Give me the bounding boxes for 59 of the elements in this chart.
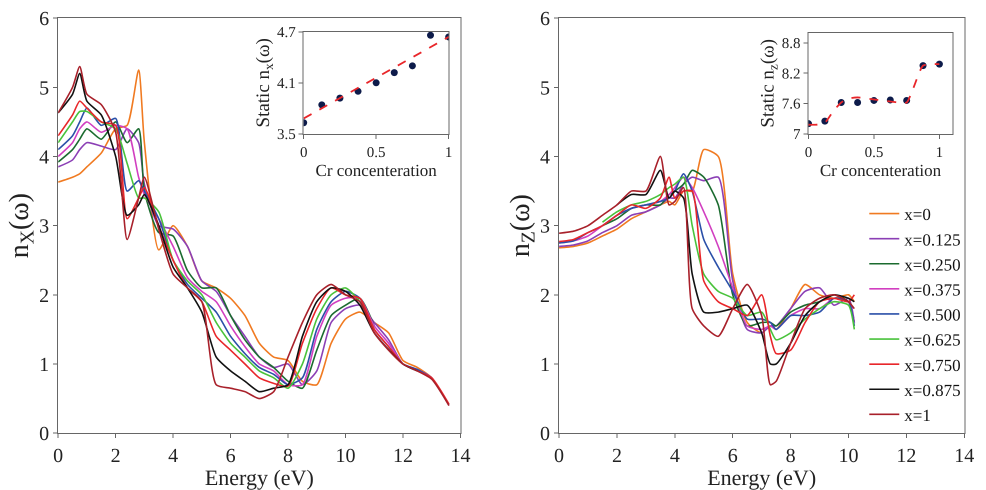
y-tick-label: 6 <box>540 8 550 30</box>
point <box>390 69 398 76</box>
x-tick-label: 0 <box>53 445 64 468</box>
point <box>372 79 380 86</box>
x-tick-label: 4 <box>168 445 178 468</box>
x-tick-label: 10 <box>336 445 356 468</box>
point <box>408 62 416 70</box>
legend-label: x=0.375 <box>904 280 961 300</box>
legend-label: x=1 <box>904 406 931 425</box>
legend-label: x=0.125 <box>904 230 961 250</box>
y-tick-label: 3 <box>39 216 50 238</box>
legend-label: x=0.500 <box>904 306 961 325</box>
legend-label: x=0.875 <box>904 380 961 400</box>
y-tick-label: 0 <box>540 423 550 446</box>
x-axis-title: Cr concenteration <box>316 160 438 180</box>
x-tick-label: 4 <box>670 445 680 468</box>
x-tick-label: 0 <box>554 445 564 468</box>
x-axis-title: Energy (eV) <box>707 465 816 490</box>
x-tick-label: 14 <box>954 445 974 468</box>
point <box>854 98 862 106</box>
y-tick-label: 5 <box>39 77 50 100</box>
x-tick-label: 0.5 <box>366 144 386 161</box>
x-tick-label: 1 <box>444 144 452 161</box>
x-axis-title: Cr concenteration <box>820 160 942 180</box>
x-tick-label: 10 <box>838 445 859 468</box>
y-tick-label: 3 <box>540 216 550 238</box>
x-tick-label: 6 <box>728 445 738 468</box>
y-tick-label: 1 <box>39 354 50 376</box>
y-tick-label: 7 <box>793 127 802 144</box>
x-tick-label: 1 <box>936 144 944 161</box>
y-tick-label: 2 <box>39 284 50 307</box>
x-tick-label: 2 <box>110 445 121 468</box>
x-tick-label: 8 <box>786 445 796 468</box>
legend-label: x=0 <box>904 205 931 224</box>
y-tick-label: 4.7 <box>276 25 296 42</box>
y-tick-label: 2 <box>540 284 550 307</box>
x-tick-label: 12 <box>896 445 916 468</box>
x-tick-label: 12 <box>392 445 413 468</box>
x-tick-label: 8 <box>283 445 294 468</box>
y-tick-label: 3.5 <box>276 127 296 144</box>
y-tick-label: 7.6 <box>782 96 802 113</box>
legend-label: x=0.250 <box>904 255 961 274</box>
x-tick-label: 2 <box>612 445 622 468</box>
point <box>427 32 434 39</box>
y-tick-label: 4.1 <box>276 76 296 92</box>
legend-label: x=0.625 <box>904 330 961 350</box>
y-tick-label: 8.8 <box>782 36 801 52</box>
x-tick-label: 0 <box>300 144 308 161</box>
x-tick-label: 14 <box>450 445 470 468</box>
y-tick-label: 0 <box>39 423 50 446</box>
legend-label: x=0.750 <box>904 356 961 375</box>
x-axis-title: Energy (eV) <box>204 465 314 490</box>
x-tick-label: 0 <box>804 144 812 161</box>
y-tick-label: 6 <box>39 8 50 30</box>
y-tick-label: 8.2 <box>782 66 801 82</box>
y-tick-label: 1 <box>540 354 550 376</box>
x-tick-label: 0.5 <box>864 144 884 161</box>
x-tick-label: 6 <box>226 445 236 468</box>
y-tick-label: 5 <box>540 77 550 100</box>
